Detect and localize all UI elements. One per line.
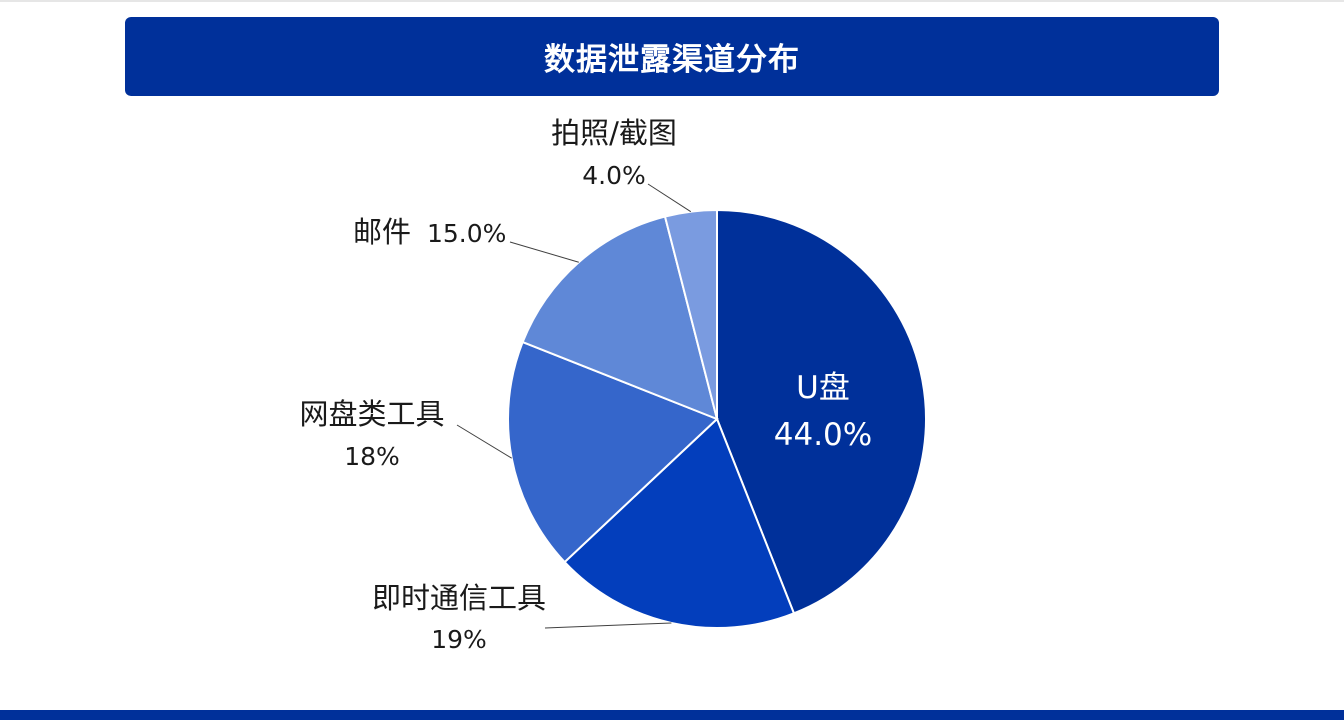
bottom-bar: [0, 710, 1344, 720]
top-rule: [0, 0, 1344, 2]
slice-label-photo-screenshot-name: 拍照/截图: [551, 116, 677, 150]
pie-slice-cloud-disk: [507, 340, 719, 564]
leader-line-photo-screenshot: [647, 183, 692, 213]
slice-label-photo-screenshot-value: 4.0%: [582, 161, 646, 190]
pie-slice-u-disk: [716, 208, 927, 615]
leader-line-email: [509, 241, 579, 263]
pie-slice-photo-screenshot: [663, 208, 718, 420]
slice-label-u-disk-value: 44.0%: [774, 417, 872, 453]
leader-line-cloud-disk: [456, 424, 512, 459]
pie-slice-email: [521, 215, 719, 421]
pie-slice-im-tools: [563, 417, 796, 629]
slice-label-cloud-disk-name: 网盘类工具: [299, 397, 444, 431]
slice-label-u-disk-name: U盘: [796, 370, 850, 406]
slice-label-email-value: 15.0%: [427, 219, 506, 248]
leader-line-im-tools: [544, 622, 672, 629]
slice-label-cloud-disk-value: 18%: [344, 442, 400, 471]
pie-slices: [507, 208, 927, 629]
slice-label-im-tools-name: 即时通信工具: [372, 581, 546, 615]
slice-label-im-tools-value: 19%: [431, 625, 487, 654]
title-banner: 数据泄露渠道分布: [125, 17, 1219, 96]
leader-lines: [456, 183, 692, 629]
page-title: 数据泄露渠道分布: [544, 42, 800, 78]
slice-label-email-name: 邮件: [353, 215, 411, 249]
